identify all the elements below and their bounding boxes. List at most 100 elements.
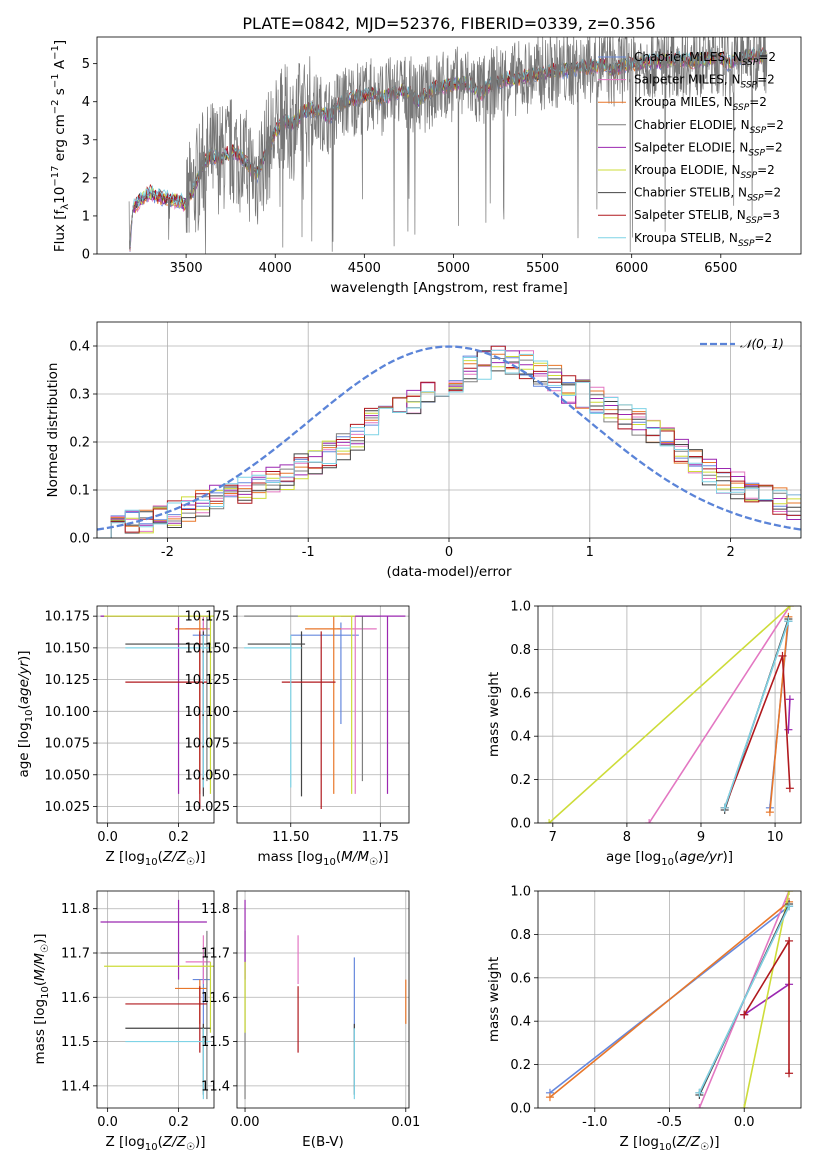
label-part: SSP [746, 216, 763, 226]
label-part: =2 [754, 231, 772, 245]
label-part: )] [16, 650, 32, 661]
legend-entry: Kroupa STELIB, NSSP=2 [634, 231, 772, 249]
panel-mass-vs-ebv: 0.00 0.01 11.4 11.5 11.6 11.7 11.8 E(B-V) [201, 890, 420, 1150]
weight-line [769, 616, 790, 813]
label-part: M/M [341, 849, 369, 865]
label-part: SSP [738, 239, 755, 249]
plot-area-residuals [97, 345, 801, 538]
label-part: 10 [659, 1142, 672, 1153]
label-part: )] [709, 1134, 720, 1150]
y-tick-label: 10.075 [185, 737, 231, 752]
y-tick-label: 0.3 [69, 388, 90, 403]
y-tick-label: 0.8 [510, 643, 531, 658]
y-tick-label: 0.2 [510, 1058, 531, 1073]
x-tick-label: -0.5 [657, 1115, 682, 1130]
label-part: ( [16, 704, 32, 709]
plot-area-mass-vs-Z [100, 899, 214, 1100]
axes-frame [236, 890, 410, 1109]
weight-line [743, 891, 790, 1108]
x-axis-label: Z [log10(Z/Z☉)] [106, 1134, 206, 1153]
y-tick-label: 10.050 [45, 768, 91, 783]
label-part: Z/Z [162, 849, 187, 865]
x-tick-label: 4000 [259, 261, 292, 276]
axes-frame [96, 605, 215, 824]
axes-frame [96, 890, 215, 1109]
panel-mass-vs-Z: 0.0 0.211.411.511.611.711.8Z [log10(Z/Z☉)… [32, 890, 215, 1153]
x-axis-label: age [log10(age/yr)] [606, 849, 733, 868]
y-tick-label: 0.6 [510, 971, 531, 986]
label-part: ( [336, 849, 341, 865]
label-part: erg cm [52, 114, 68, 165]
label-part: λ [60, 204, 71, 210]
weight-line [698, 905, 790, 1094]
label-part: 10 [145, 1142, 158, 1153]
label-part: age [log [606, 849, 661, 865]
label-part: =3 [762, 208, 780, 222]
y-tick-label: 0.4 [69, 340, 90, 355]
weight-line [549, 901, 790, 1098]
axes-frame [96, 321, 802, 539]
weight-line [723, 655, 791, 809]
x-tick-label: 11.50 [272, 830, 309, 845]
label-part: 10 [52, 187, 68, 204]
legend-entry: Chabrier STELIB, NSSP=2 [634, 186, 781, 204]
y-tick-label: 11.6 [201, 991, 230, 1006]
x-axis-label: wavelength [Angstrom, rest frame] [330, 280, 568, 296]
y-tick-label: 10.075 [45, 737, 91, 752]
plot-area-weight-vs-age [545, 606, 794, 823]
label-part: ( [158, 1134, 163, 1150]
y-axis-label: Flux [fλ10−17 erg cm−2 s−1 A−1] [50, 40, 71, 252]
y-tick-label: 0.8 [510, 928, 531, 943]
x-tick-label: 0.0 [734, 1115, 755, 1130]
y-tick-label: 0.0 [69, 532, 90, 547]
weight-line [723, 620, 790, 809]
label-part: Salpeter MILES, N [634, 73, 741, 87]
x-tick-label: 10 [767, 830, 784, 845]
label-part: )] [195, 1134, 206, 1150]
label-part: Z [log [620, 1134, 659, 1150]
label-part: SSP [733, 103, 750, 113]
y-tick-label: 0.2 [510, 773, 531, 788]
plot-area-mass-vs-ebv [244, 899, 407, 1100]
y-tick-label: 10.175 [45, 610, 91, 625]
y-tick-label: 0.0 [510, 817, 531, 832]
label-part: ☉ [186, 857, 195, 868]
y-tick-label: 11.8 [201, 902, 230, 917]
label-part: SSP [741, 81, 758, 91]
axes-frame [537, 890, 802, 1109]
label-part: Salpeter ELODIE, N [634, 140, 748, 154]
y-tick-label: 0.6 [510, 686, 531, 701]
y-tick-label: 10.100 [45, 705, 91, 720]
label-part: −2 [50, 99, 61, 114]
label-part: Chabrier ELODIE, N [634, 118, 750, 132]
x-tick-label: 0.0 [97, 1115, 118, 1130]
label-part: Z [log [106, 849, 145, 865]
label-part: ☉ [40, 944, 51, 953]
weight-line [743, 938, 790, 1074]
x-tick-label: 5500 [526, 261, 559, 276]
label-part: ☉ [700, 1142, 709, 1153]
label-part: )] [32, 933, 48, 944]
label-part: 10 [145, 857, 158, 868]
x-tick-label: -1.0 [582, 1115, 607, 1130]
label-part: mass [log [257, 849, 323, 865]
x-axis-label: Z [log10(Z/Z☉)] [106, 849, 206, 868]
label-part: )] [378, 849, 389, 865]
label-part: ☉ [186, 1142, 195, 1153]
panel-spectrum: 3500 4000 4500 5000 5500 6000 6500 0 1 2 3 4 5 wavele… [50, 36, 802, 296]
label-part: −1 [50, 73, 61, 88]
plot-area-age-vs-mass [244, 615, 406, 810]
y-axis-label: Normed distribution [45, 363, 61, 498]
label-part: Z/Z [162, 1134, 187, 1150]
legend-entry: Salpeter MILES, NSSP=2 [634, 73, 775, 91]
x-tick-label: 6500 [704, 261, 737, 276]
axes-frame [236, 605, 410, 824]
plot-area-spectrum [128, 37, 768, 254]
label-part: 10 [24, 710, 35, 723]
panel-weight-vs-Z: -1.0 -0.5 0.0 0.0 0.2 0.4 0.6 0.8 1.0 Z [log10(Z/… [486, 885, 802, 1153]
legend-entry: Salpeter STELIB, NSSP=3 [634, 208, 780, 226]
label-part: Salpeter STELIB, N [634, 208, 746, 222]
